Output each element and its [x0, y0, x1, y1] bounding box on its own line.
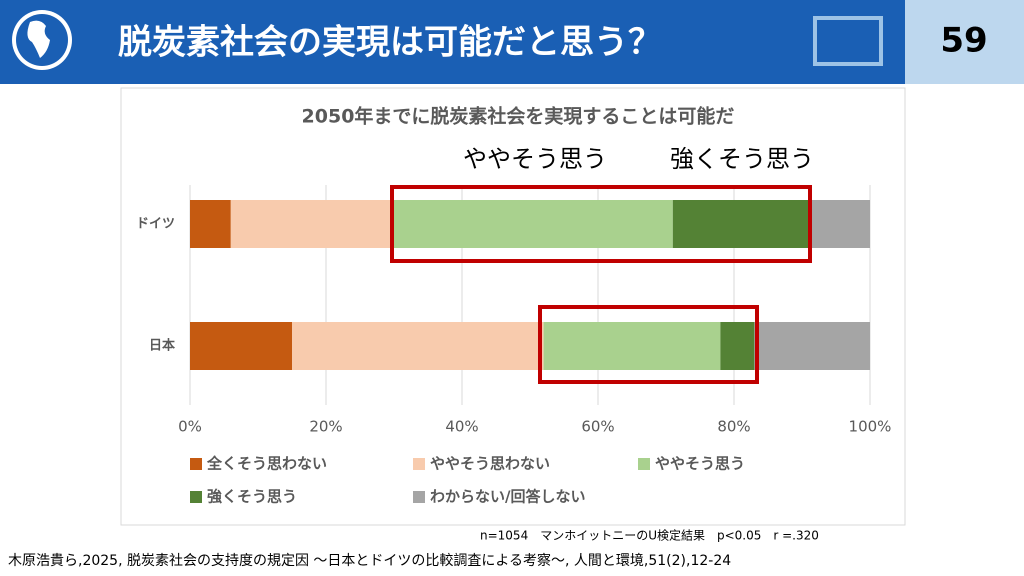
bar-segment: [190, 322, 292, 370]
bar-segment: [230, 200, 394, 248]
bar-segment: [543, 322, 721, 370]
slide-title: 脱炭素社会の実現は可能だと思う？: [118, 23, 662, 63]
bar-segment: [808, 200, 870, 248]
legend-swatch: [190, 491, 202, 503]
legend-swatch: [638, 458, 650, 470]
x-tick-label: 80%: [717, 418, 750, 436]
page-box: [905, 0, 1024, 84]
stats-note: n=1054 マンホイットニーのU検定結果 p<0.05 r =.320: [480, 528, 819, 543]
bar-segment: [190, 200, 231, 248]
chart-frame: [120, 87, 906, 526]
bar-segment: [394, 200, 673, 248]
y-tick-label: 日本: [149, 338, 175, 354]
bar-segment: [720, 322, 755, 370]
y-tick-label: ドイツ: [136, 217, 175, 232]
citation: 木原浩貴ら,2025, 脱炭素社会の支持度の規定因 ～日本とドイツの比較調査によ…: [8, 552, 731, 569]
legend-label: ややそう思う: [655, 455, 745, 473]
x-tick-label: 100%: [849, 418, 892, 436]
legend-swatch: [413, 458, 425, 470]
header-bar: [0, 0, 1024, 84]
bar-segment: [292, 322, 544, 370]
legend-swatch: [190, 458, 202, 470]
legend-label: 全くそう思わない: [206, 455, 327, 473]
x-tick-label: 0%: [178, 418, 202, 436]
chart-title: 2050年までに脱炭素社会を実現することは可能だ: [302, 105, 735, 128]
annotation: ややそう思う: [463, 145, 607, 173]
legend-swatch: [413, 491, 425, 503]
bar-segment: [672, 200, 809, 248]
legend-label: 強くそう思う: [207, 488, 297, 506]
page-number: 59: [940, 21, 987, 61]
highlight-box: [538, 305, 759, 384]
board-icon: [813, 16, 883, 66]
bar-segment: [754, 322, 870, 370]
highlight-box: [390, 185, 812, 263]
annotation: 強くそう思う: [670, 145, 814, 173]
legend-label: わからない/回答しない: [430, 488, 585, 506]
globe-land: [27, 20, 50, 59]
x-tick-label: 60%: [581, 418, 614, 436]
x-tick-label: 20%: [309, 418, 342, 436]
legend-label: ややそう思わない: [430, 455, 550, 473]
x-tick-label: 40%: [445, 418, 478, 436]
